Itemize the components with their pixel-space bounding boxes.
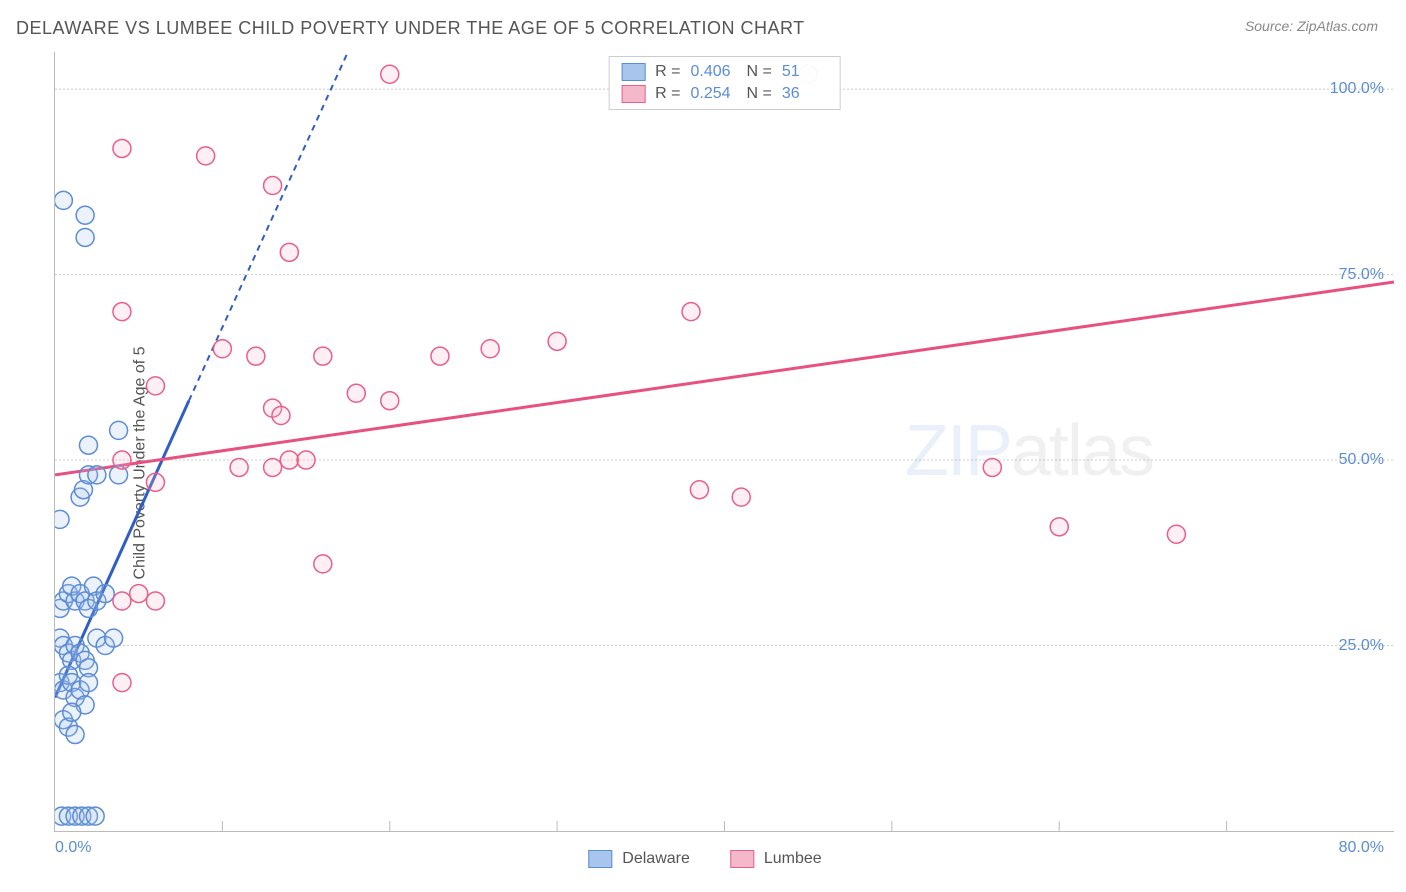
legend-swatch-icon [621, 85, 645, 103]
legend-stats: R = 0.406 N = 51 R = 0.254 N = 36 [608, 56, 841, 110]
chart-source: Source: ZipAtlas.com [1245, 18, 1378, 34]
legend-swatch-icon [588, 850, 612, 868]
legend-stats-row: R = 0.254 N = 36 [617, 83, 832, 105]
x-axis-max-label: 80.0% [1339, 839, 1384, 857]
legend-n-label: N = [747, 85, 772, 103]
legend-r-value: 0.254 [691, 85, 737, 103]
legend-r-label: R = [655, 85, 680, 103]
y-tick-label: 50.0% [1339, 451, 1384, 469]
legend-r-label: R = [655, 63, 680, 81]
scatter-plot-svg [55, 52, 1394, 831]
legend-n-value: 51 [782, 63, 828, 81]
x-axis-min-label: 0.0% [55, 839, 91, 857]
bottom-legend: Delaware Lumbee [588, 850, 821, 868]
bottom-legend-label: Lumbee [764, 850, 822, 868]
legend-swatch-icon [621, 63, 645, 81]
bottom-legend-item: Lumbee [730, 850, 822, 868]
chart-area: Child Poverty Under the Age of 5 ZIPatla… [16, 52, 1394, 874]
legend-stats-row: R = 0.406 N = 51 [617, 61, 832, 83]
legend-n-value: 36 [782, 85, 828, 103]
legend-r-value: 0.406 [691, 63, 737, 81]
chart-title: DELAWARE VS LUMBEE CHILD POVERTY UNDER T… [16, 18, 805, 39]
plot-box: ZIPatlas R =0.406N =51R =0.254N =36 0.0%… [54, 52, 1394, 832]
legend-swatch-icon [730, 850, 754, 868]
bottom-legend-item: Delaware [588, 850, 690, 868]
legend-n-label: N = [747, 63, 772, 81]
chart-header: DELAWARE VS LUMBEE CHILD POVERTY UNDER T… [0, 0, 1406, 49]
y-tick-label: 25.0% [1339, 637, 1384, 655]
bottom-legend-label: Delaware [622, 850, 690, 868]
y-tick-label: 100.0% [1330, 80, 1384, 98]
y-tick-label: 75.0% [1339, 266, 1384, 284]
